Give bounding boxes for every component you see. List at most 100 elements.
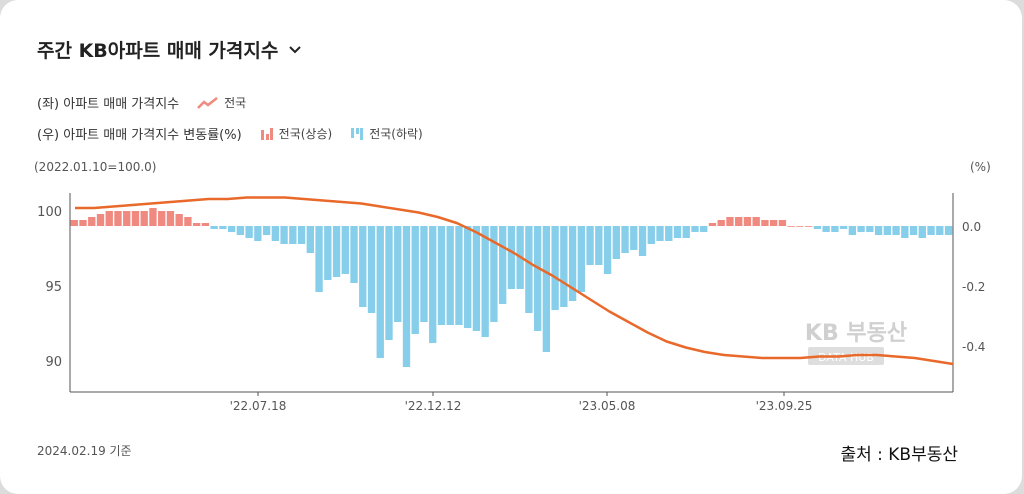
bar-fall — [254, 226, 262, 241]
bar-fall — [332, 226, 341, 277]
chevron-down-icon — [289, 45, 302, 53]
bar-fall — [437, 226, 446, 325]
bar-rise — [743, 217, 752, 226]
bar-rise — [96, 214, 105, 226]
bar-fall — [429, 226, 437, 343]
bar-rise — [149, 208, 157, 226]
bar-fall — [341, 226, 349, 274]
bar-fall — [909, 226, 918, 235]
bar-rise — [70, 220, 78, 226]
as-of-date: 2024.02.19 기준 — [37, 444, 132, 458]
legend-right: (우) 아파트 매매 가격지수 변동률(%) 전국(상승) 전국(하락) — [37, 124, 423, 143]
legend-right-label: (우) 아파트 매매 가격지수 변동률(%) — [37, 128, 242, 143]
bar-fall — [700, 226, 708, 232]
bar-fall — [289, 226, 297, 244]
bar-rise — [131, 211, 140, 226]
bar-fall — [472, 226, 481, 331]
bar-fall — [901, 226, 909, 238]
bar-fall — [402, 226, 411, 367]
bar-fall — [647, 226, 655, 244]
bar-fall — [630, 226, 638, 250]
bar-rise-icon — [260, 127, 273, 140]
bar-fall — [219, 226, 227, 229]
bar-rise — [140, 211, 148, 226]
bar-fall — [306, 226, 314, 253]
bar-fall — [350, 226, 358, 283]
x-tick-label: '22.12.12 — [405, 399, 462, 413]
bar-fall — [665, 226, 673, 241]
legend-rise-label: 전국(상승) — [278, 127, 333, 141]
bar-fall — [612, 226, 620, 259]
bar-fall — [490, 226, 498, 322]
bar-fall — [831, 226, 839, 232]
bar-fall — [280, 226, 288, 244]
bar-rise — [726, 217, 734, 226]
bar-fall — [236, 226, 245, 235]
bar-fall — [936, 226, 944, 235]
source-label: 출처 : KB부동산 — [840, 445, 958, 465]
bar-fall — [245, 226, 253, 238]
bar-fall — [813, 226, 822, 229]
bar-fall — [367, 226, 376, 313]
bar-fall — [394, 226, 402, 322]
legend-left: (좌) 아파트 매매 가격지수 전국 — [37, 93, 246, 112]
bar-fall — [918, 226, 926, 238]
bar-fall — [586, 226, 594, 265]
x-tick-label: '23.05.08 — [579, 399, 636, 413]
bar-fall — [944, 226, 953, 235]
legend-fall-label: 전국(하락) — [369, 127, 423, 141]
right-tick-label: -0.4 — [962, 340, 985, 354]
bar-fall — [568, 226, 577, 301]
legend-fall-item: 전국(하락) — [350, 125, 423, 142]
legend-rise-item: 전국(상승) — [260, 125, 333, 142]
bar-rise — [752, 217, 760, 226]
bar-fall — [420, 226, 428, 322]
bar-fall — [848, 226, 857, 235]
bar-rise — [79, 220, 87, 226]
bar-fall — [839, 226, 848, 229]
bar-fall — [498, 226, 507, 304]
right-tick-label: 0.0 — [962, 220, 981, 234]
bar-fall — [262, 226, 271, 235]
watermark-logo: KB 부동산 — [805, 321, 907, 346]
index-line — [75, 196, 954, 366]
bar-rise — [708, 223, 717, 226]
bar-rise — [201, 223, 210, 226]
legend-line-item: 전국 — [197, 94, 246, 111]
left-tick-label: 100 — [37, 205, 62, 220]
line-series-icon — [197, 96, 218, 109]
bar-fall — [376, 226, 384, 358]
chart-title-button[interactable]: 주간 KB아파트 매매 가격지수 — [37, 36, 302, 63]
bar-fall — [359, 226, 367, 307]
bar-rise — [193, 223, 201, 226]
legend-left-label: (좌) 아파트 매매 가격지수 — [37, 97, 180, 112]
right-axis-unit: (%) — [970, 160, 991, 174]
bar-fall — [874, 226, 883, 235]
bar-fall — [297, 226, 306, 244]
bar-fall — [560, 226, 568, 307]
bar-fall — [446, 226, 454, 325]
bar-fall — [892, 226, 900, 235]
bar-rise — [787, 226, 795, 227]
bar-fall — [927, 226, 935, 235]
bar-rise — [735, 217, 743, 226]
bar-fall — [481, 226, 489, 337]
bar-rise — [804, 226, 813, 227]
bar-fall — [411, 226, 419, 334]
bar-fall — [866, 226, 874, 232]
bar-fall — [551, 226, 559, 310]
bar-rise — [88, 217, 96, 226]
bar-fall — [883, 226, 891, 235]
left-tick-label: 90 — [45, 355, 62, 370]
bar-rise — [158, 211, 166, 226]
bar-fall — [656, 226, 664, 241]
left-tick-label: 95 — [45, 280, 62, 295]
legend-line-label: 전국 — [224, 96, 247, 110]
bar-fall — [638, 226, 647, 256]
right-tick-label: -0.2 — [962, 280, 985, 294]
bar-fall — [533, 226, 542, 331]
bar-fall — [525, 226, 533, 313]
bar-rise — [114, 211, 122, 226]
